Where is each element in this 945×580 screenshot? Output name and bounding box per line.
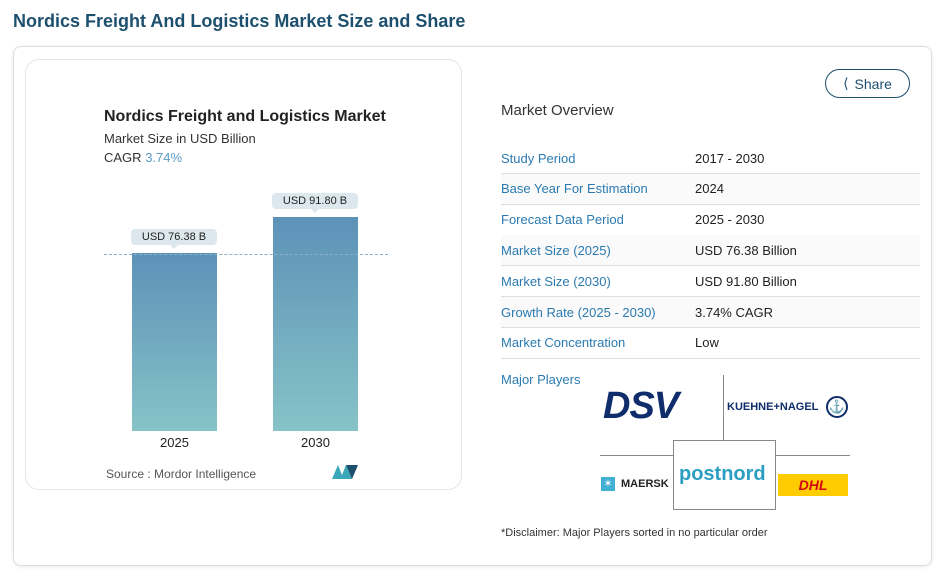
row-label[interactable]: Market Size (2025) [501,242,611,258]
row-label[interactable]: Market Concentration [501,335,626,351]
overview-row: Growth Rate (2025 - 2030) 3.74% CAGR [501,297,920,328]
chart-title: Nordics Freight and Logistics Market [104,108,386,125]
overview-row: Study Period 2017 - 2030 [501,143,920,174]
maersk-logo: MAERSK [621,478,669,490]
cagr-value: 3.74% [145,150,183,165]
bar-data-label: USD 91.80 B [272,193,358,213]
overview-row: Market Size (2030) USD 91.80 Billion [501,266,920,298]
bar-2025 [132,252,217,431]
maersk-star-icon: ✶ [601,477,615,491]
row-label[interactable]: Growth Rate (2025 - 2030) [501,304,656,320]
dhl-logo: DHL [778,474,848,496]
row-value: USD 91.80 Billion [695,273,797,289]
row-label[interactable]: Market Size (2030) [501,273,611,289]
chart-source: Source : Mordor Intelligence [106,467,257,481]
overview-row: Market Size (2025) USD 76.38 Billion [501,235,920,267]
chart-subtitle: Market Size in USD Billion [104,131,256,146]
anchor-icon: ⚓ [826,396,848,418]
reference-line [104,254,388,255]
row-value: 2017 - 2030 [695,150,765,166]
postnord-logo: postnord [679,463,766,485]
x-tick-label: 2030 [301,435,330,450]
share-icon: ⟨ [843,75,849,91]
dsv-logo: DSV [603,385,679,427]
cagr-label: CAGR [104,150,142,165]
overview-row: Base Year For Estimation 2024 [501,173,920,205]
kuehne-nagel-logo: KUEHNE+NAGEL [727,401,819,413]
bar-data-label: USD 76.38 B [131,228,217,249]
disclaimer: *Disclaimer: Major Players sorted in no … [501,527,768,539]
bar-2030 [273,217,358,431]
row-value: USD 76.38 Billion [695,242,797,258]
row-label[interactable]: Study Period [501,150,576,166]
chart-card [25,59,462,490]
market-card [13,46,932,566]
row-value: 2025 - 2030 [695,212,765,228]
row-label[interactable]: Forecast Data Period [501,212,624,228]
page-title: Nordics Freight And Logistics Market Siz… [13,11,466,31]
chart-cagr: CAGR 3.74% [104,150,182,165]
x-tick-label: 2025 [160,435,189,450]
share-label: Share [854,75,892,92]
row-label[interactable]: Base Year For Estimation [501,181,648,197]
row-value: Low [695,335,719,351]
overview-title: Market Overview [501,102,614,119]
row-value: 2024 [695,181,724,197]
share-button[interactable]: ⟨ Share [825,69,910,98]
row-value: 3.74% CAGR [695,304,774,320]
major-players-label: Major Players [501,372,581,387]
mordor-logo-icon [332,465,358,479]
overview-row: Forecast Data Period 2025 - 2030 [501,205,920,236]
overview-row: Market Concentration Low [501,328,920,359]
